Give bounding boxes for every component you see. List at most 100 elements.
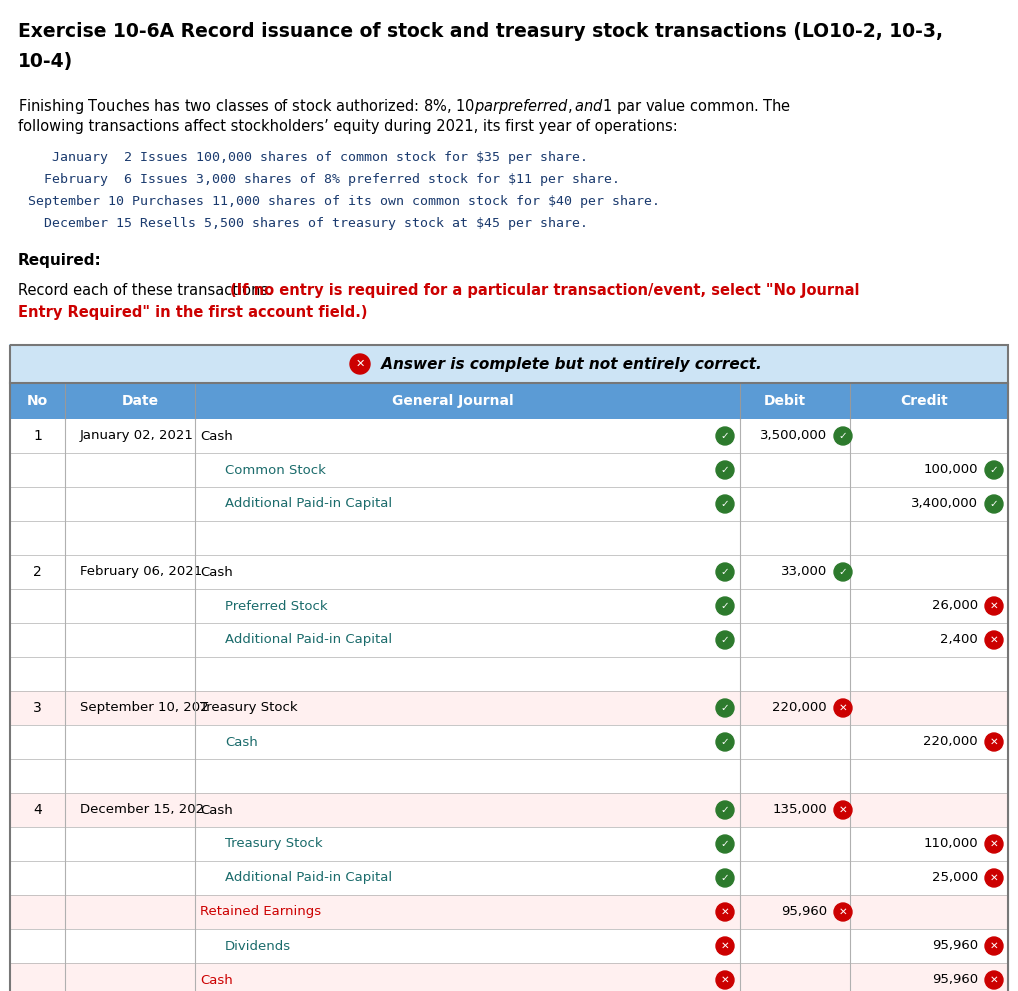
- Text: Cash: Cash: [225, 735, 258, 748]
- Text: Cash: Cash: [200, 973, 233, 986]
- Circle shape: [834, 699, 852, 717]
- Bar: [10, 793, 1008, 827]
- Text: Required:: Required:: [18, 253, 102, 268]
- Circle shape: [716, 631, 734, 649]
- Circle shape: [716, 869, 734, 887]
- Text: ✕: ✕: [989, 737, 999, 747]
- Circle shape: [985, 733, 1003, 751]
- Text: Entry Required" in the first account field.): Entry Required" in the first account fie…: [18, 305, 367, 320]
- Text: ✓: ✓: [721, 431, 729, 441]
- Circle shape: [716, 563, 734, 581]
- Bar: [10, 383, 1008, 419]
- Text: Finishing Touches has two classes of stock authorized: 8%, $10 par preferred, an: Finishing Touches has two classes of sto…: [18, 97, 791, 116]
- Text: ✕: ✕: [721, 941, 729, 951]
- Text: 135,000: 135,000: [773, 804, 827, 817]
- Text: September 10, 202: September 10, 202: [80, 702, 209, 715]
- Text: Treasury Stock: Treasury Stock: [200, 702, 297, 715]
- Circle shape: [716, 427, 734, 445]
- Text: 95,960: 95,960: [781, 906, 827, 919]
- Text: September 10 Purchases 11,000 shares of its own common stock for $40 per share.: September 10 Purchases 11,000 shares of …: [29, 195, 660, 208]
- Circle shape: [716, 699, 734, 717]
- Text: 2: 2: [34, 565, 42, 579]
- Text: ✓: ✓: [721, 601, 729, 611]
- Text: ✓: ✓: [721, 499, 729, 509]
- Bar: [10, 657, 1008, 691]
- Text: 95,960: 95,960: [931, 973, 978, 986]
- Text: ✕: ✕: [989, 873, 999, 883]
- Text: 25,000: 25,000: [931, 871, 978, 885]
- Bar: [10, 691, 1008, 725]
- Circle shape: [716, 461, 734, 479]
- Text: Treasury Stock: Treasury Stock: [225, 837, 323, 850]
- Text: Credit: Credit: [900, 394, 948, 408]
- Text: 4: 4: [34, 803, 42, 817]
- Text: Additional Paid-in Capital: Additional Paid-in Capital: [225, 633, 392, 646]
- Text: Answer is complete but not entirely correct.: Answer is complete but not entirely corr…: [376, 357, 761, 372]
- Text: Common Stock: Common Stock: [225, 464, 326, 477]
- Text: 95,960: 95,960: [931, 939, 978, 952]
- Text: ✓: ✓: [989, 499, 999, 509]
- Text: (If no entry is required for a particular transaction/event, select "No Journal: (If no entry is required for a particula…: [230, 283, 859, 298]
- Circle shape: [985, 835, 1003, 853]
- Circle shape: [716, 733, 734, 751]
- Text: ✓: ✓: [839, 567, 847, 577]
- Text: February  6 Issues 3,000 shares of 8% preferred stock for $11 per share.: February 6 Issues 3,000 shares of 8% pre…: [29, 173, 620, 186]
- Circle shape: [834, 427, 852, 445]
- Text: ✓: ✓: [721, 873, 729, 883]
- Text: Cash: Cash: [200, 429, 233, 443]
- Text: 33,000: 33,000: [781, 566, 827, 579]
- Bar: [10, 487, 1008, 521]
- Circle shape: [716, 971, 734, 989]
- Circle shape: [834, 563, 852, 581]
- Text: ✕: ✕: [989, 601, 999, 611]
- Text: Dividends: Dividends: [225, 939, 291, 952]
- Text: 10-4): 10-4): [18, 52, 73, 71]
- Circle shape: [985, 597, 1003, 615]
- Circle shape: [985, 631, 1003, 649]
- Circle shape: [716, 835, 734, 853]
- Text: ✕: ✕: [355, 359, 364, 369]
- Circle shape: [985, 495, 1003, 513]
- Text: ✓: ✓: [721, 737, 729, 747]
- Text: ✓: ✓: [721, 703, 729, 713]
- Text: ✓: ✓: [721, 567, 729, 577]
- Text: Retained Earnings: Retained Earnings: [200, 906, 321, 919]
- Circle shape: [716, 801, 734, 819]
- Text: ✕: ✕: [721, 907, 729, 917]
- Bar: [10, 963, 1008, 991]
- Circle shape: [834, 801, 852, 819]
- Text: Cash: Cash: [200, 566, 233, 579]
- Text: 110,000: 110,000: [923, 837, 978, 850]
- Text: Date: Date: [121, 394, 159, 408]
- Text: ✕: ✕: [839, 703, 847, 713]
- Bar: [10, 623, 1008, 657]
- Text: ✕: ✕: [721, 975, 729, 985]
- Text: Exercise 10-6A Record issuance of stock and treasury stock transactions (LO10-2,: Exercise 10-6A Record issuance of stock …: [18, 22, 943, 41]
- Text: 2,400: 2,400: [941, 633, 978, 646]
- Text: 3,400,000: 3,400,000: [911, 497, 978, 510]
- Text: ✓: ✓: [721, 635, 729, 645]
- Text: ✓: ✓: [721, 465, 729, 475]
- Bar: [10, 929, 1008, 963]
- Circle shape: [716, 903, 734, 921]
- Text: January 02, 2021: January 02, 2021: [80, 429, 193, 443]
- Circle shape: [985, 937, 1003, 955]
- Text: General Journal: General Journal: [392, 394, 513, 408]
- Text: following transactions affect stockholders’ equity during 2021, its first year o: following transactions affect stockholde…: [18, 119, 678, 134]
- Text: ✓: ✓: [989, 465, 999, 475]
- Text: ✕: ✕: [989, 635, 999, 645]
- Text: Debit: Debit: [764, 394, 806, 408]
- Text: ✓: ✓: [721, 805, 729, 815]
- Bar: [10, 725, 1008, 759]
- Circle shape: [716, 937, 734, 955]
- Bar: [10, 555, 1008, 589]
- Circle shape: [716, 495, 734, 513]
- Text: ✕: ✕: [989, 975, 999, 985]
- Circle shape: [350, 354, 370, 374]
- Text: Preferred Stock: Preferred Stock: [225, 600, 328, 612]
- Bar: [10, 589, 1008, 623]
- Text: December 15 Resells 5,500 shares of treasury stock at $45 per share.: December 15 Resells 5,500 shares of trea…: [29, 217, 588, 230]
- Text: Cash: Cash: [200, 804, 233, 817]
- Text: ✕: ✕: [839, 805, 847, 815]
- Text: No: No: [26, 394, 48, 408]
